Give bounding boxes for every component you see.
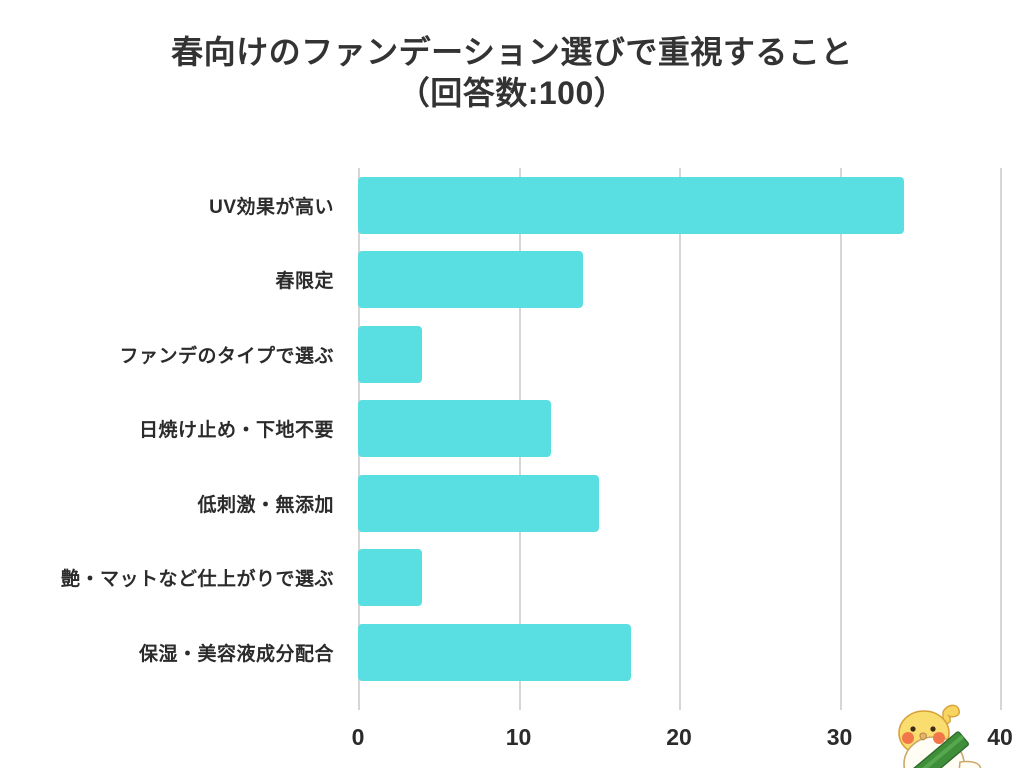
gridline-40 [1000, 168, 1002, 710]
bar [358, 623, 631, 681]
chart-title: 春向けのファンデーション選びで重視すること （回答数:100） [0, 32, 1024, 114]
y-axis-label-row: 保湿・美容液成分配合 [0, 615, 352, 690]
bird-with-pencil-icon [877, 702, 997, 768]
gridline-30 [839, 168, 842, 710]
y-axis-label-row: 春限定 [0, 243, 352, 318]
bar [358, 325, 423, 383]
bar-row [358, 168, 1000, 243]
y-axis-category-label: 春限定 [275, 271, 334, 293]
y-axis-label-row: 低刺激・無添加 [0, 466, 352, 541]
bar-row [358, 615, 1000, 690]
x-axis-tick-label: 30 [826, 724, 853, 750]
chart-title-line-2: （回答数:100） [397, 74, 627, 111]
y-axis-category-label: 低刺激・無添加 [197, 494, 334, 516]
chart-title-line-1: 春向けのファンデーション選びで重視すること [171, 34, 853, 70]
x-axis-tick-label: 10 [505, 724, 532, 750]
y-axis-label-row: 日焼け止め・下地不要 [0, 392, 352, 467]
chart-plot-wrapper: UV効果が高い春限定ファンデのタイプで選ぶ日焼け止め・下地不要低刺激・無添加艶・… [0, 150, 1024, 768]
y-axis-category-label: 日焼け止め・下地不要 [138, 420, 334, 442]
y-axis-label-row: 艶・マットなど仕上がりで選ぶ [0, 541, 352, 616]
bar-row [358, 466, 1000, 541]
y-axis-label-row: UV効果が高い [0, 168, 352, 243]
bar [358, 400, 551, 458]
y-axis-category-label: ファンデのタイプで選ぶ [119, 345, 334, 367]
bar [358, 251, 583, 309]
x-axis-tick-label: 40 [987, 724, 1013, 750]
y-axis-label-row: ファンデのタイプで選ぶ [0, 317, 352, 392]
gridline-20 [679, 168, 681, 710]
bar [358, 176, 904, 234]
bar-series [358, 168, 1000, 690]
bar [358, 474, 599, 532]
bar-row [358, 317, 1000, 392]
y-axis-category-label: UV効果が高い [209, 196, 334, 218]
x-axis-tick-label: 0 [351, 724, 365, 750]
y-axis-category-label: 保湿・美容液成分配合 [138, 643, 334, 665]
source-credit: さぶろぐ調べ [862, 702, 1012, 768]
y-axis-labels: UV効果が高い春限定ファンデのタイプで選ぶ日焼け止め・下地不要低刺激・無添加艶・… [0, 168, 352, 690]
x-axis-tick-label: 20 [666, 724, 692, 750]
bar [358, 549, 423, 607]
y-axis-category-label: 艶・マットなど仕上がりで選ぶ [60, 569, 334, 591]
bar-row [358, 541, 1000, 616]
bar-row [358, 243, 1000, 318]
bar-row [358, 392, 1000, 467]
